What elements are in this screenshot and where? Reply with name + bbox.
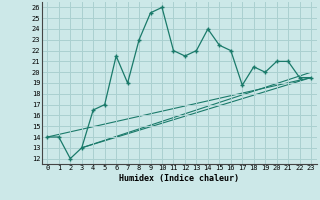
X-axis label: Humidex (Indice chaleur): Humidex (Indice chaleur): [119, 174, 239, 183]
